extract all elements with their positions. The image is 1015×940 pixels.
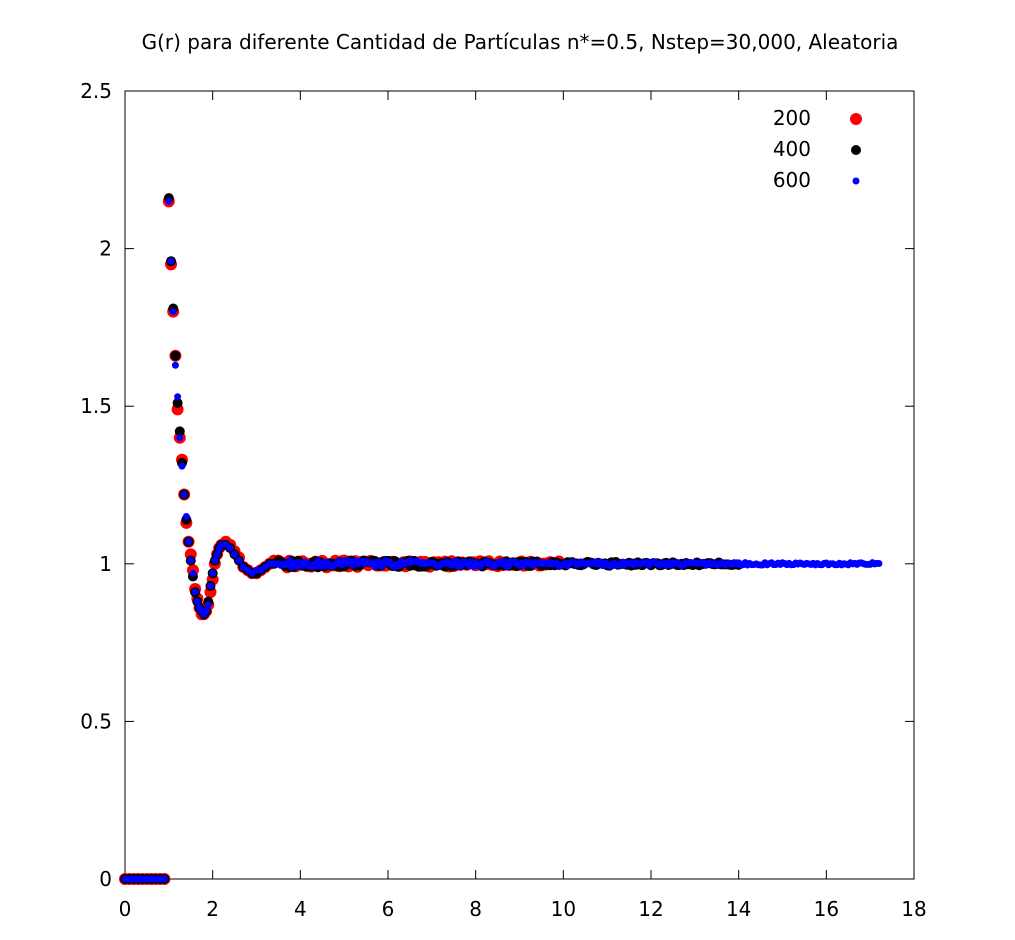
legend-label-400: 400 — [773, 137, 811, 161]
data-point — [165, 197, 173, 205]
legend-label-600: 600 — [773, 168, 811, 192]
x-tick-label: 12 — [638, 897, 663, 921]
data-point — [211, 557, 219, 565]
data-point — [185, 538, 193, 546]
data-point — [193, 598, 201, 606]
series-600 — [121, 197, 883, 883]
y-tick-label: 1 — [99, 552, 112, 576]
data-point — [209, 569, 217, 577]
data-point — [180, 490, 188, 498]
data-point — [213, 550, 221, 558]
data-point — [231, 550, 239, 558]
data-point — [174, 393, 182, 401]
series-400 — [120, 193, 744, 884]
data-point — [171, 361, 179, 369]
data-point — [174, 426, 185, 437]
x-tick-label: 8 — [469, 897, 482, 921]
x-tick-label: 14 — [726, 897, 751, 921]
legend-label-200: 200 — [773, 106, 811, 130]
data-point — [202, 607, 210, 615]
x-tick-label: 16 — [814, 897, 839, 921]
data-point — [235, 557, 243, 565]
x-tick-label: 2 — [206, 897, 219, 921]
points-group — [119, 193, 883, 885]
data-point — [160, 875, 168, 883]
legend-group: 200 400 600 — [773, 106, 862, 192]
y-tick-label: 0 — [99, 867, 112, 891]
data-point — [206, 582, 214, 590]
legend-marker-400 — [851, 145, 861, 155]
y-tick-label: 2.5 — [80, 79, 112, 103]
y-tick-label: 0.5 — [80, 709, 112, 733]
x-tick-label: 18 — [901, 897, 926, 921]
data-point — [169, 308, 177, 316]
x-tick-label: 4 — [294, 897, 307, 921]
data-point — [187, 557, 195, 565]
data-point — [182, 513, 190, 521]
data-point — [204, 601, 212, 609]
data-point — [226, 544, 234, 552]
data-point — [167, 257, 175, 265]
chart-title: G(r) para diferente Cantidad de Partícul… — [141, 30, 899, 54]
x-tick-label: 6 — [382, 897, 395, 921]
data-point — [191, 588, 199, 596]
data-point — [170, 350, 181, 361]
axes-group: 0 2 4 6 8 10 12 14 16 18 0 0.5 1 1.5 2 2.5 — [80, 79, 927, 921]
x-tick-label: 0 — [119, 897, 132, 921]
data-point — [189, 569, 197, 577]
plot-frame — [124, 90, 915, 880]
data-point — [176, 434, 184, 442]
y-tick-label: 2 — [99, 237, 112, 261]
x-tick-label: 10 — [551, 897, 576, 921]
data-point — [172, 398, 183, 409]
data-point — [875, 560, 883, 568]
legend-marker-200 — [850, 113, 862, 125]
y-tick-label: 1.5 — [80, 394, 112, 418]
data-point — [178, 462, 186, 470]
legend-marker-600 — [852, 177, 860, 185]
